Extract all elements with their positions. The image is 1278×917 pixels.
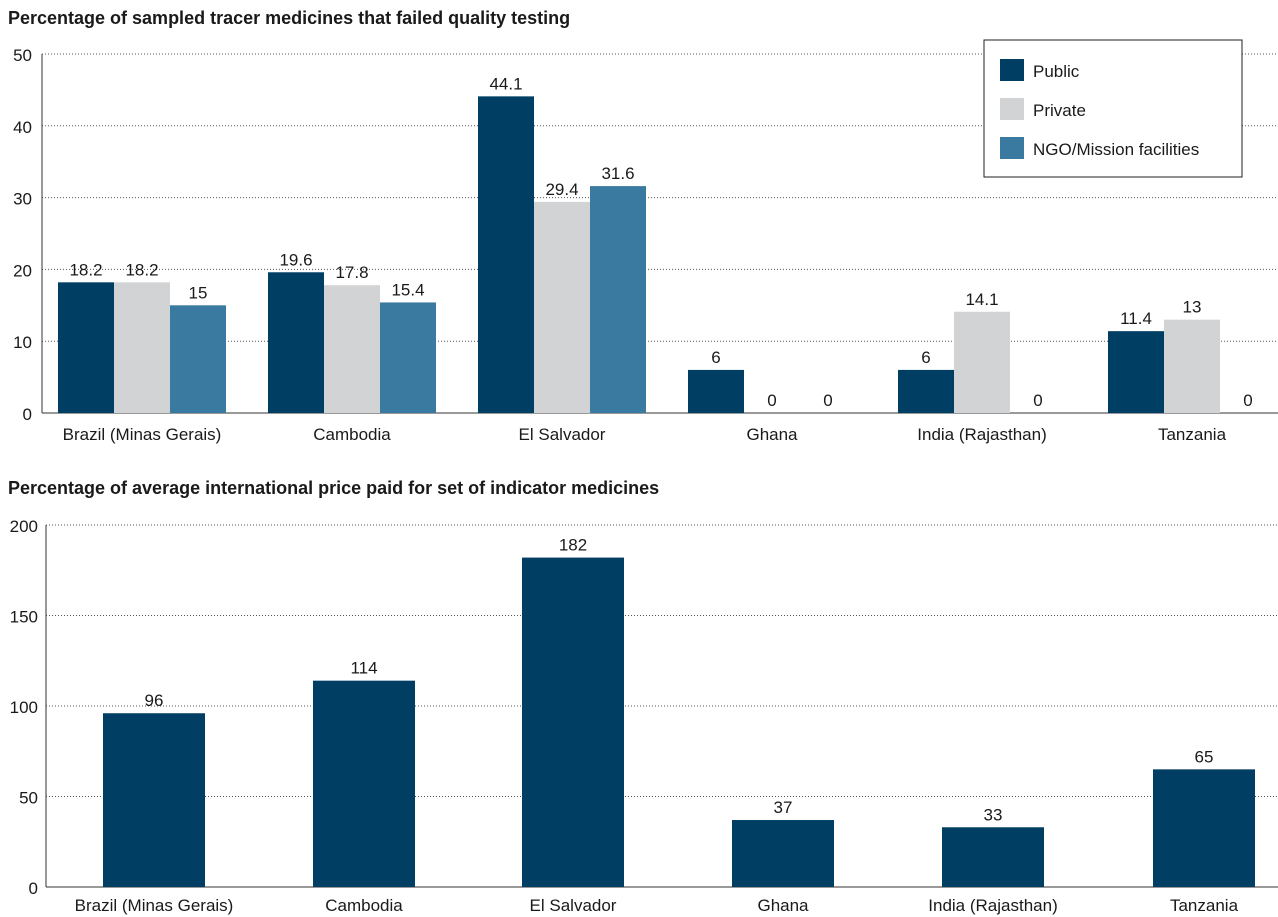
x-tick-label: Brazil (Minas Gerais) — [75, 896, 234, 915]
data-label: 0 — [767, 391, 776, 410]
x-tick-label: El Salvador — [530, 896, 617, 915]
legend-label: Public — [1033, 62, 1080, 81]
data-label: 65 — [1195, 747, 1214, 766]
bar — [170, 305, 226, 413]
data-label: 6 — [921, 348, 930, 367]
y-tick-label: 0 — [23, 405, 32, 424]
data-label: 31.6 — [601, 164, 634, 183]
data-label: 29.4 — [545, 180, 578, 199]
bar — [324, 285, 380, 413]
data-label: 14.1 — [965, 290, 998, 309]
data-label: 0 — [1243, 391, 1252, 410]
data-label: 19.6 — [279, 250, 312, 269]
quality-failure-chart: 0 10 20 30 40 50 18.2 18.2 15 Brazil (Minas Gerai… — [13, 39, 1278, 444]
data-label: 6 — [711, 348, 720, 367]
bar — [103, 713, 205, 887]
bar — [732, 820, 834, 887]
bar — [1153, 769, 1255, 887]
data-label: 11.4 — [1120, 309, 1152, 328]
data-label: 182 — [559, 536, 587, 555]
x-tick-label: Tanzania — [1158, 425, 1227, 444]
data-label: 17.8 — [335, 263, 368, 282]
y-tick-label: 10 — [13, 333, 32, 352]
legend-swatch — [1000, 59, 1024, 81]
bar — [478, 96, 534, 413]
y-tick-label: 20 — [13, 261, 32, 280]
legend-label: Private — [1033, 101, 1086, 120]
x-tick-label: India (Rajasthan) — [928, 896, 1057, 915]
data-label: 0 — [1033, 391, 1042, 410]
bar — [898, 369, 954, 413]
data-label: 18.2 — [125, 260, 158, 279]
x-tick-label: El Salvador — [519, 425, 606, 444]
x-tick-label: India (Rajasthan) — [917, 425, 1046, 444]
y-tick-label: 30 — [13, 190, 32, 209]
x-tick-label: Ghana — [757, 896, 809, 915]
bar — [1108, 331, 1164, 413]
x-tick-label: Tanzania — [1170, 896, 1239, 915]
bar — [534, 201, 590, 413]
y-tick-label: 200 — [10, 517, 38, 536]
data-label: 44.1 — [489, 74, 522, 93]
data-label: 96 — [145, 691, 164, 710]
legend-swatch — [1000, 98, 1024, 120]
x-tick-label: Brazil (Minas Gerais) — [63, 425, 222, 444]
legend-label: NGO/Mission facilities — [1033, 140, 1199, 159]
legend-swatch — [1000, 137, 1024, 159]
y-tick-label: 50 — [13, 46, 32, 65]
data-label: 13 — [1183, 298, 1202, 317]
data-label: 37 — [774, 798, 793, 817]
data-label: 114 — [350, 659, 377, 678]
y-tick-label: 50 — [19, 789, 38, 808]
data-label: 18.2 — [69, 260, 102, 279]
x-tick-label: Ghana — [746, 425, 798, 444]
chart-title-quality-failures: Percentage of sampled tracer medicines t… — [8, 8, 571, 28]
x-tick-label: Cambodia — [313, 425, 391, 444]
bar — [114, 282, 170, 413]
data-label: 15 — [189, 283, 208, 302]
price-paid-chart: 0 50 100 150 200 96 Brazil (Minas Gerais) 114 Ca… — [10, 517, 1278, 915]
chart-title-price-paid: Percentage of average international pric… — [8, 478, 660, 498]
bar — [954, 311, 1010, 413]
data-label: 0 — [823, 391, 832, 410]
data-label: 15.4 — [391, 280, 424, 299]
y-tick-label: 150 — [10, 608, 38, 627]
data-label: 33 — [984, 805, 1003, 824]
y-tick-label: 0 — [29, 879, 38, 898]
bar — [688, 369, 744, 413]
y-tick-label: 100 — [10, 698, 38, 717]
x-tick-label: Cambodia — [325, 896, 403, 915]
bar — [942, 827, 1044, 887]
legend-box — [983, 39, 1243, 178]
bar — [1164, 319, 1220, 413]
bar — [380, 302, 436, 413]
bar — [58, 282, 114, 413]
bar — [268, 272, 324, 413]
y-tick-label: 40 — [13, 118, 32, 137]
bar — [590, 186, 646, 413]
bar — [522, 557, 624, 887]
bar — [313, 680, 415, 887]
